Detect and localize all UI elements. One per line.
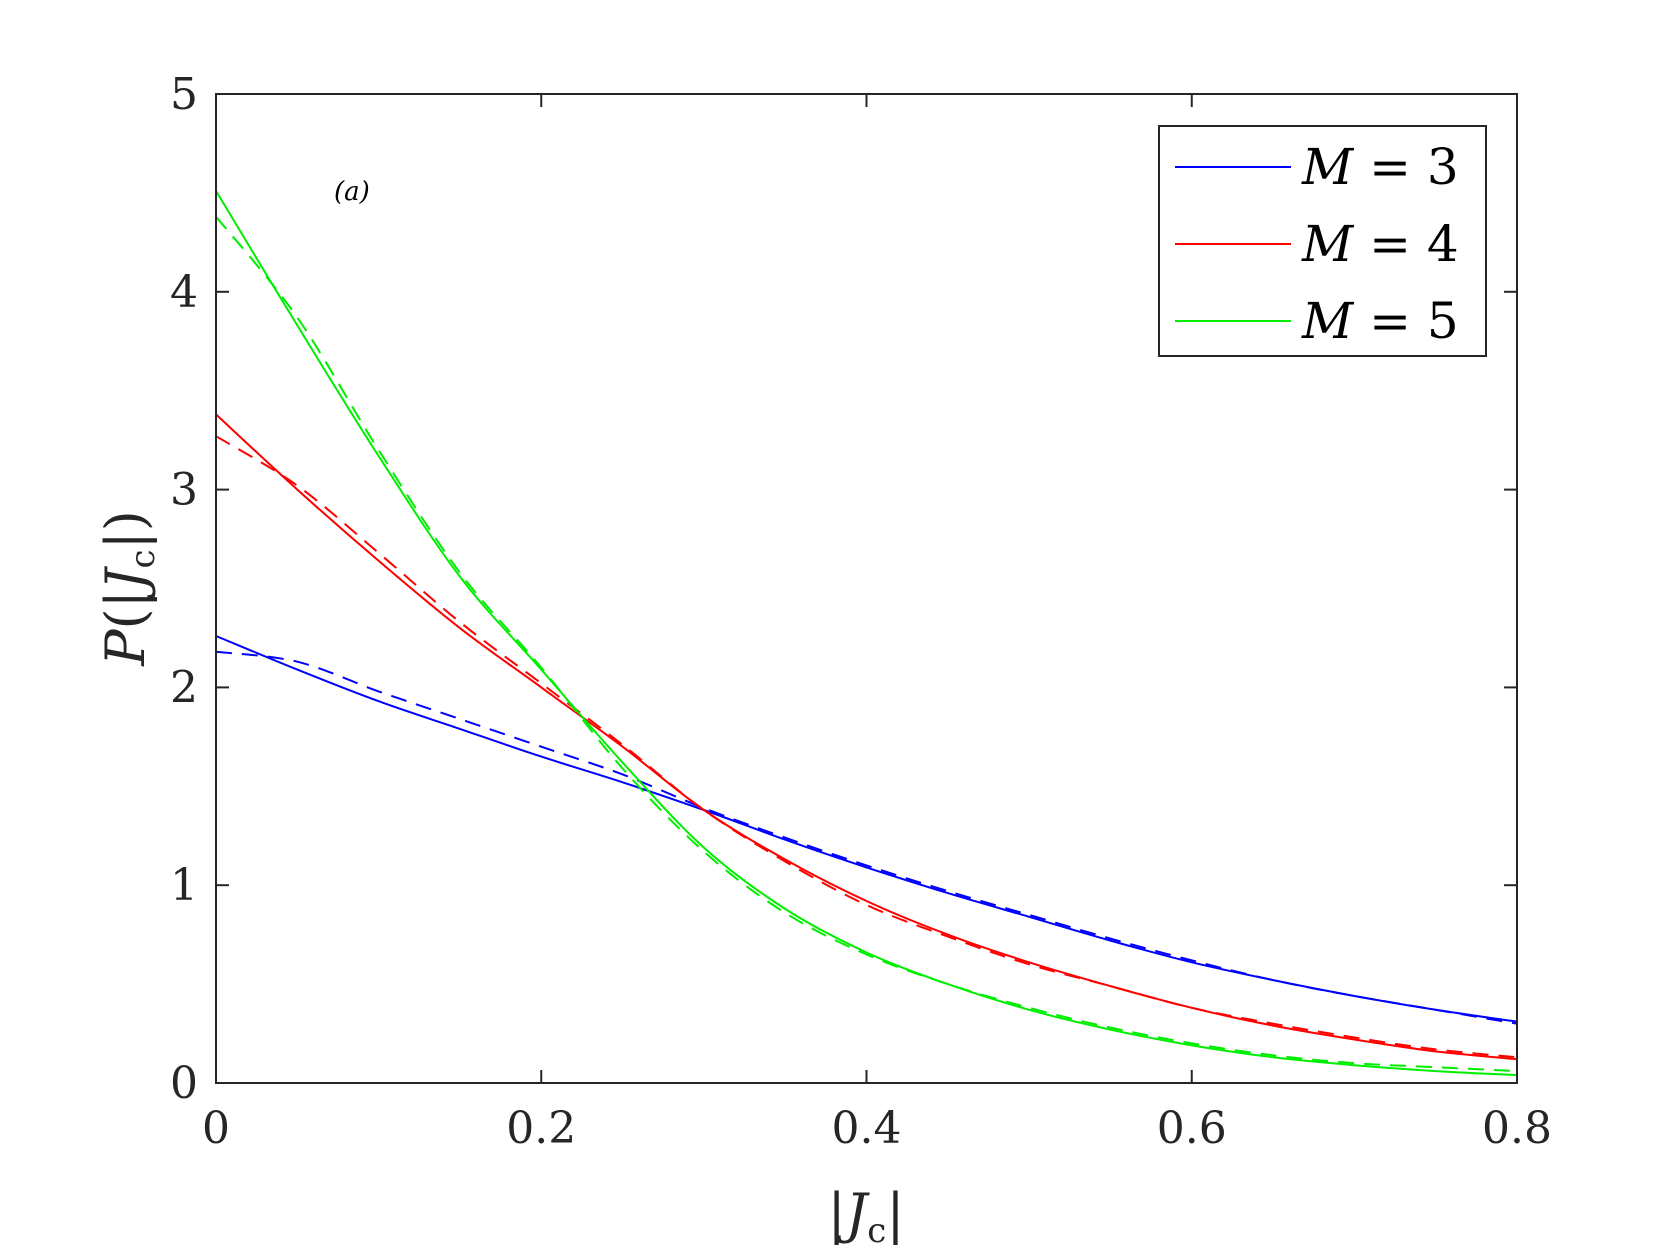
svg-text:|Jc|: |Jc| — [827, 1182, 904, 1246]
y-tick-label-2: 2 — [170, 662, 198, 713]
x-axis-label: |Jc| — [827, 1182, 904, 1246]
ticks-layer: 0 0.2 0.4 0.6 0.8 0 1 2 3 4 5 — [170, 69, 1552, 1154]
series-line-0 — [215, 635, 1518, 1023]
x-tick-label-4: 0.8 — [1482, 1103, 1552, 1154]
series-line-5 — [215, 215, 1518, 1073]
y-tick-label-4: 4 — [170, 267, 198, 318]
legend-label-2: M = 5 — [1301, 292, 1459, 350]
legend-box — [1158, 125, 1487, 357]
series-line-4 — [215, 190, 1518, 1077]
series-line-3 — [215, 435, 1518, 1059]
plot-frame — [215, 93, 1518, 1084]
x-tick-label-2: 0.4 — [832, 1103, 902, 1154]
legend: M = 3 M = 4 M = 5 — [1158, 125, 1487, 357]
x-tick-label-3: 0.6 — [1157, 1103, 1227, 1154]
panel-annotation: (a) — [334, 177, 370, 207]
x-tick-label-0: 0 — [202, 1103, 230, 1154]
series-layer — [215, 190, 1518, 1077]
y-tick-label-1: 1 — [170, 860, 198, 911]
y-tick-label-3: 3 — [170, 465, 198, 516]
svg-text:P(|Jc|): P(|Jc|) — [94, 510, 163, 667]
series-line-1 — [215, 650, 1518, 1025]
y-tick-label-5: 5 — [170, 69, 198, 120]
y-axis-label: P(|Jc|) — [94, 510, 163, 667]
legend-label-0: M = 3 — [1301, 138, 1459, 196]
x-tick-label-1: 0.2 — [506, 1103, 576, 1154]
series-line-2 — [215, 413, 1518, 1061]
y-tick-label-0: 0 — [170, 1058, 198, 1109]
legend-label-1: M = 4 — [1301, 215, 1459, 273]
